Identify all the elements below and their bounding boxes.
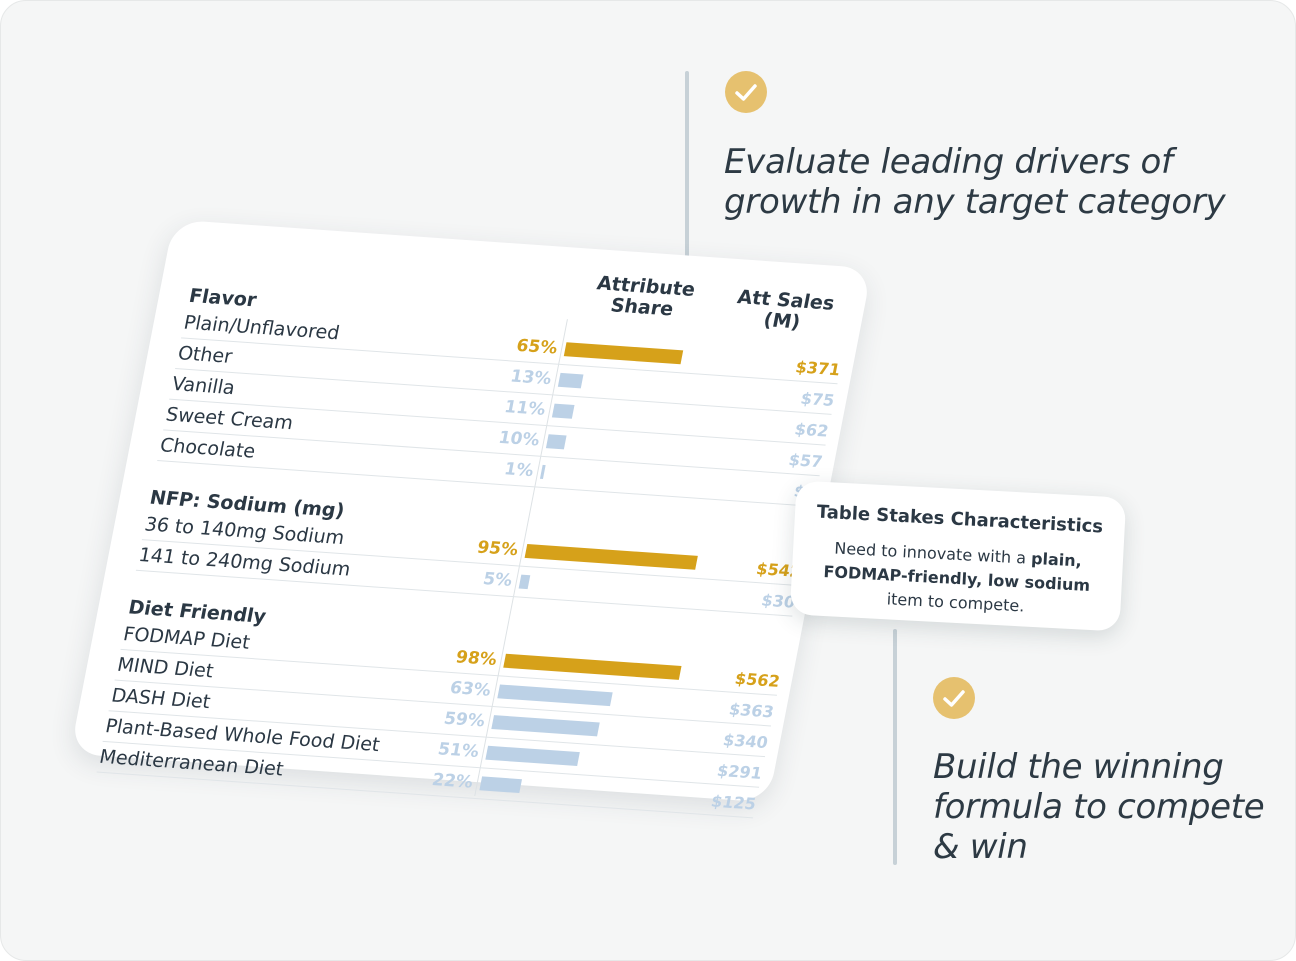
attribute-share-bar — [545, 434, 567, 450]
att-sales-value: $562 — [733, 668, 782, 691]
attribute-share-value: 11% — [502, 397, 548, 420]
attribute-share-value: 13% — [508, 366, 554, 390]
callout-body-text-end: item to compete. — [886, 589, 1025, 616]
attribute-share-value: 98% — [454, 647, 499, 671]
att-sales-value: $75 — [799, 388, 837, 410]
attribute-share-value: 51% — [436, 739, 481, 763]
attribute-share-value: 65% — [514, 335, 560, 359]
callout-title: Table Stakes Characteristics — [816, 501, 1104, 538]
attribute-share-value: 1% — [502, 459, 536, 482]
att-sales-value: $62 — [793, 419, 831, 441]
attribute-share-value: 5% — [481, 569, 514, 591]
att-sales-value: $291 — [715, 760, 764, 783]
point-one-headline: Evaluate leading drivers of growth in an… — [724, 142, 1226, 222]
row-label: Chocolate — [158, 434, 258, 463]
att-sales-value: $57 — [787, 450, 825, 472]
att-sales-value: $30 — [759, 590, 797, 612]
row-label: Mediterranean Diet — [97, 745, 286, 781]
att-sales-value: $542 — [754, 559, 803, 582]
attribute-share-bar — [539, 464, 546, 479]
timeline-line-top — [685, 71, 689, 286]
attribute-share-bar — [497, 684, 614, 707]
attribute-share-bar — [563, 342, 684, 365]
att-sales-value: $340 — [721, 730, 770, 753]
callout-body: Need to innovate with a plain, FODMAP-fr… — [810, 535, 1103, 622]
point-two-headline: Build the winning formula to compete & w… — [933, 747, 1265, 867]
attribute-share-bar — [551, 403, 575, 419]
attribute-share-value: 95% — [475, 537, 520, 561]
att-sales-value: $125 — [709, 791, 758, 814]
attribute-share-value: 10% — [496, 427, 542, 451]
attribute-share-bar — [518, 574, 531, 590]
row-label: Other — [176, 342, 235, 368]
attribute-share-value: 59% — [442, 708, 487, 732]
check-circle-icon — [725, 71, 767, 113]
row-label: Vanilla — [170, 372, 237, 400]
attribute-share-value: 22% — [430, 770, 475, 793]
att-sales-value: $363 — [727, 699, 776, 722]
attribute-share-value: 63% — [448, 678, 493, 701]
att-sales-value: $371 — [793, 357, 843, 380]
attribute-share-bar — [485, 745, 580, 767]
timeline-line-bottom — [893, 629, 897, 865]
row-label: MIND Diet — [115, 653, 216, 683]
attribute-share-bar — [557, 372, 584, 389]
attribute-table-card: Attribute Share Att Sales (M) Flavor Plai… — [69, 219, 873, 819]
table-body: Flavor Plain/Unflavored 65% $371 Other 13% $75… — [96, 220, 872, 819]
check-circle-icon — [933, 677, 975, 719]
table-stakes-callout: Table Stakes Characteristics Need to inn… — [789, 480, 1127, 632]
row-label: DASH Diet — [109, 684, 213, 714]
attribute-share-bar — [479, 776, 522, 794]
attribute-share-bar — [491, 715, 600, 737]
